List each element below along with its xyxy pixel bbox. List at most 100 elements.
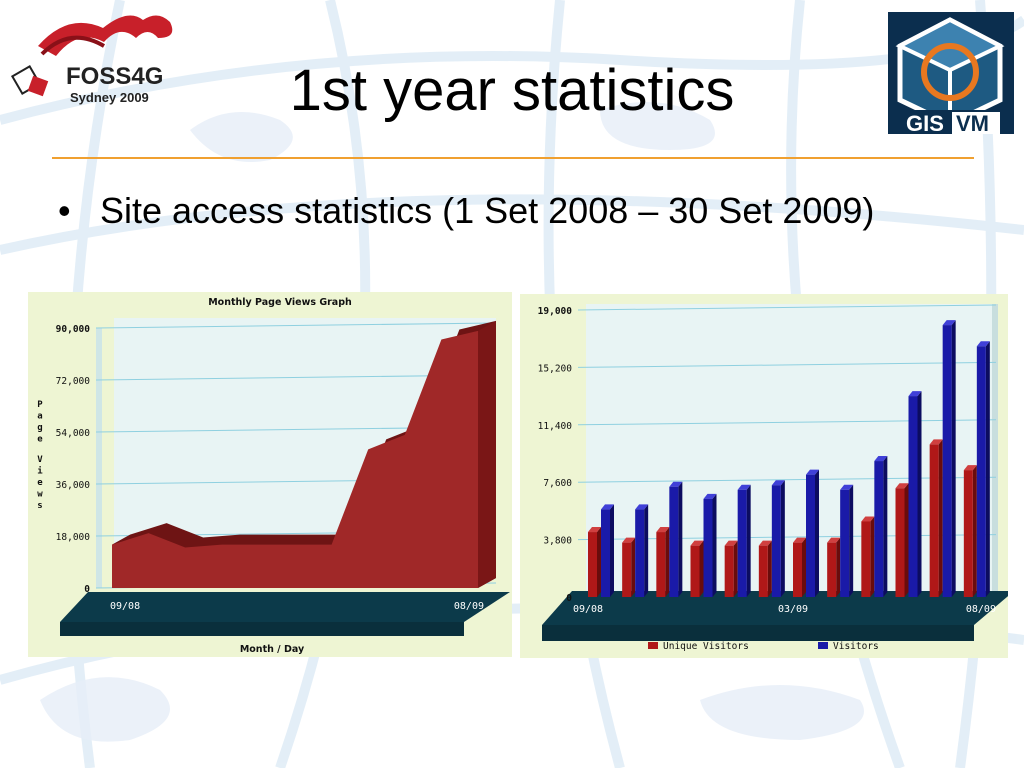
plot-left-wall <box>96 328 102 588</box>
bar-top <box>690 540 704 546</box>
bar-side <box>836 537 841 597</box>
bar-top <box>840 484 854 490</box>
bar-side <box>597 527 601 597</box>
bar-top <box>874 456 888 462</box>
bar-top <box>908 391 922 397</box>
bar-side <box>780 480 785 597</box>
y-axis-label-char: s <box>37 501 42 511</box>
chart-floor <box>542 591 1008 625</box>
gridline <box>577 304 997 311</box>
bar-visitors <box>908 396 918 597</box>
legend-label-visitors: Visitors <box>833 641 879 652</box>
bar-visitors <box>703 498 713 597</box>
x-tick-label: 03/09 <box>778 604 808 615</box>
gridline <box>577 361 997 368</box>
legend-swatch-visitors <box>818 642 828 649</box>
bar-side <box>917 391 922 597</box>
bar-side <box>802 537 806 597</box>
page-views-chart: 90,000 72,000 54,000 36,000 18,000 0 09/08 08/0… <box>28 292 512 657</box>
y-axis-label-char: a <box>37 412 42 422</box>
foss4g-logo-graphic: FOSS4G Sydney 2009 <box>10 15 173 105</box>
bar-unique-visitors <box>622 542 632 597</box>
bar-side <box>870 516 875 597</box>
y-tick-label: 18,000 <box>56 532 91 543</box>
bar-unique-visitors <box>895 488 905 597</box>
legend-swatch-unique-visitors <box>648 642 658 649</box>
bar-visitors <box>771 485 781 597</box>
bar-side <box>678 481 683 597</box>
y-axis-label-char: i <box>37 466 43 477</box>
plot-right-wall <box>992 304 998 591</box>
y-tick-label: 90,000 <box>56 324 91 335</box>
bar-visitors <box>601 509 610 597</box>
bar-top <box>737 484 751 490</box>
y-tick-label: 54,000 <box>56 428 91 439</box>
bar-side <box>904 483 909 597</box>
bar-top <box>942 320 956 326</box>
bar-top <box>827 537 841 543</box>
y-axis-label-char: w <box>37 490 43 500</box>
plot-background <box>586 304 996 591</box>
chart-floor <box>60 592 510 622</box>
bar-top <box>771 480 785 486</box>
visitors-chart: 19,000 15,200 11,400 7,600 3,800 0 09/08 03/09 0… <box>520 294 1008 658</box>
x-tick-label: 09/08 <box>573 604 603 615</box>
bar-top <box>861 516 875 522</box>
chart-floor-front <box>60 622 464 636</box>
bar-top <box>703 493 717 499</box>
bar-top <box>724 540 738 546</box>
bar-unique-visitors <box>929 444 939 597</box>
bar-visitors <box>840 489 850 597</box>
bar-visitors <box>976 346 986 597</box>
bar-unique-visitors <box>690 545 700 597</box>
bar-unique-visitors <box>724 545 734 597</box>
x-tick-label: 08/09 <box>966 604 996 615</box>
bar-side <box>712 493 717 597</box>
bar-top <box>669 481 683 487</box>
bar-top <box>963 465 977 471</box>
bar-visitors <box>669 486 679 597</box>
bar-unique-visitors <box>758 545 768 597</box>
bar-side <box>665 527 670 597</box>
x-axis-label: Month / Day <box>240 644 305 655</box>
bar-top <box>601 504 614 510</box>
visitors-chart-svg: 19,000 15,200 11,400 7,600 3,800 009/08 03/09 0… <box>538 304 1008 652</box>
area-side <box>478 320 496 588</box>
y-tick-label: 15,200 <box>538 363 573 374</box>
gridline <box>577 476 997 483</box>
bullet-marker: • <box>58 190 71 231</box>
title-divider <box>52 157 974 159</box>
bar-top <box>976 341 990 347</box>
gisvm-logo-graphic: GIS VM <box>888 12 1014 136</box>
bar-visitors <box>737 489 747 597</box>
y-tick-label: 11,400 <box>538 421 573 432</box>
y-tick-label: 3,800 <box>543 536 572 547</box>
y-axis-label-char: e <box>37 435 43 445</box>
chart-floor-front <box>542 625 974 641</box>
gridline <box>577 419 997 426</box>
bar-side <box>985 341 990 597</box>
y-tick-label: 72,000 <box>56 376 91 387</box>
gisvm-logo-text2: VM <box>956 111 989 136</box>
y-axis-label-char: e <box>37 478 43 488</box>
bar-unique-visitors <box>588 532 597 597</box>
bullet-text: Site access statistics (1 Set 2008 – 30 … <box>100 190 875 231</box>
bar-side <box>610 504 614 597</box>
bar-side <box>631 537 636 597</box>
bar-side <box>849 484 854 597</box>
bar-unique-visitors <box>793 542 802 597</box>
bar-side <box>644 504 649 597</box>
bar-visitors <box>635 509 645 597</box>
gisvm-logo-text1: GIS <box>906 111 944 136</box>
y-tick-label: 36,000 <box>56 480 91 491</box>
bar-unique-visitors <box>963 470 973 597</box>
gridline <box>95 322 497 329</box>
bar-side <box>972 465 977 597</box>
y-tick-label: 0 <box>566 593 572 604</box>
bar-top <box>588 527 601 533</box>
bar-side <box>951 320 956 597</box>
foss4g-logo: FOSS4G Sydney 2009 <box>8 8 183 108</box>
y-axis-label-char: P <box>37 400 43 410</box>
bar-visitors <box>874 461 884 597</box>
bar-side <box>815 469 819 597</box>
